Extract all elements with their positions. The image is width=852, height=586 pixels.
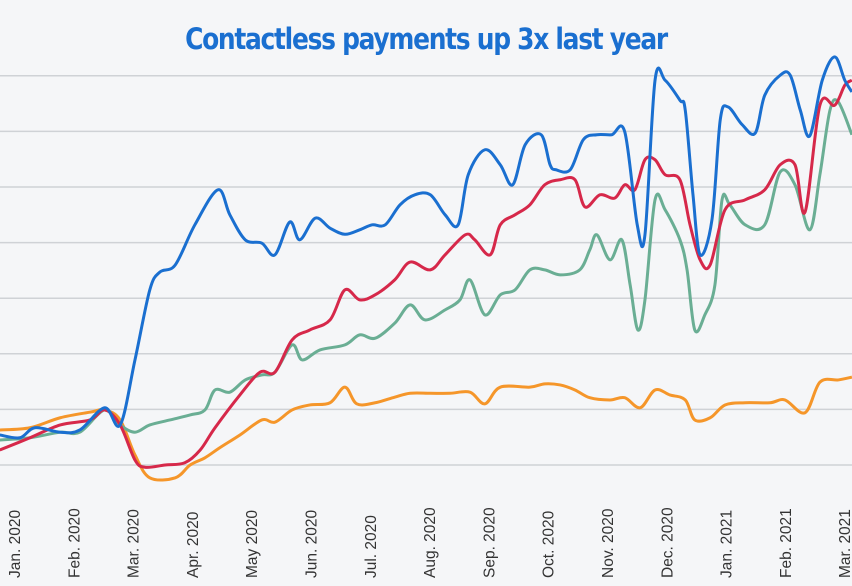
- x-tick-label: Jan. 2021: [719, 510, 736, 578]
- x-tick-label: Oct. 2020: [541, 510, 558, 578]
- x-tick-label: Mar. 2021: [837, 509, 852, 578]
- x-tick-label: Jan. 2020: [7, 510, 24, 578]
- x-tick-label: Nov. 2020: [600, 508, 617, 578]
- x-tick-label: Aug. 2020: [422, 507, 439, 578]
- series-line-2: [0, 78, 852, 469]
- x-tick-label: Feb. 2021: [778, 508, 795, 578]
- x-tick-label: Jul. 2020: [363, 515, 380, 578]
- series-line-0: [0, 375, 852, 482]
- chart-title: Contactless payments up 3x last year: [185, 22, 668, 56]
- gridlines: [0, 75, 852, 466]
- x-tick-label: Dec. 2020: [659, 507, 676, 578]
- x-tick-label: May 2020: [244, 510, 261, 578]
- series-line-1: [0, 98, 852, 442]
- x-tick-label: Jun. 2020: [304, 510, 321, 578]
- x-tick-label: Feb. 2020: [66, 508, 83, 578]
- x-tick-label: Apr. 2020: [185, 511, 202, 578]
- series-lines: [0, 55, 852, 482]
- x-axis-tick-labels: Jan. 2020 Feb. 2020 Mar. 2020 Apr. 2020 May …: [7, 507, 852, 578]
- x-tick-label: Sep. 2020: [481, 507, 498, 578]
- x-tick-label: Mar. 2020: [126, 509, 143, 578]
- series-line-3: [0, 55, 852, 440]
